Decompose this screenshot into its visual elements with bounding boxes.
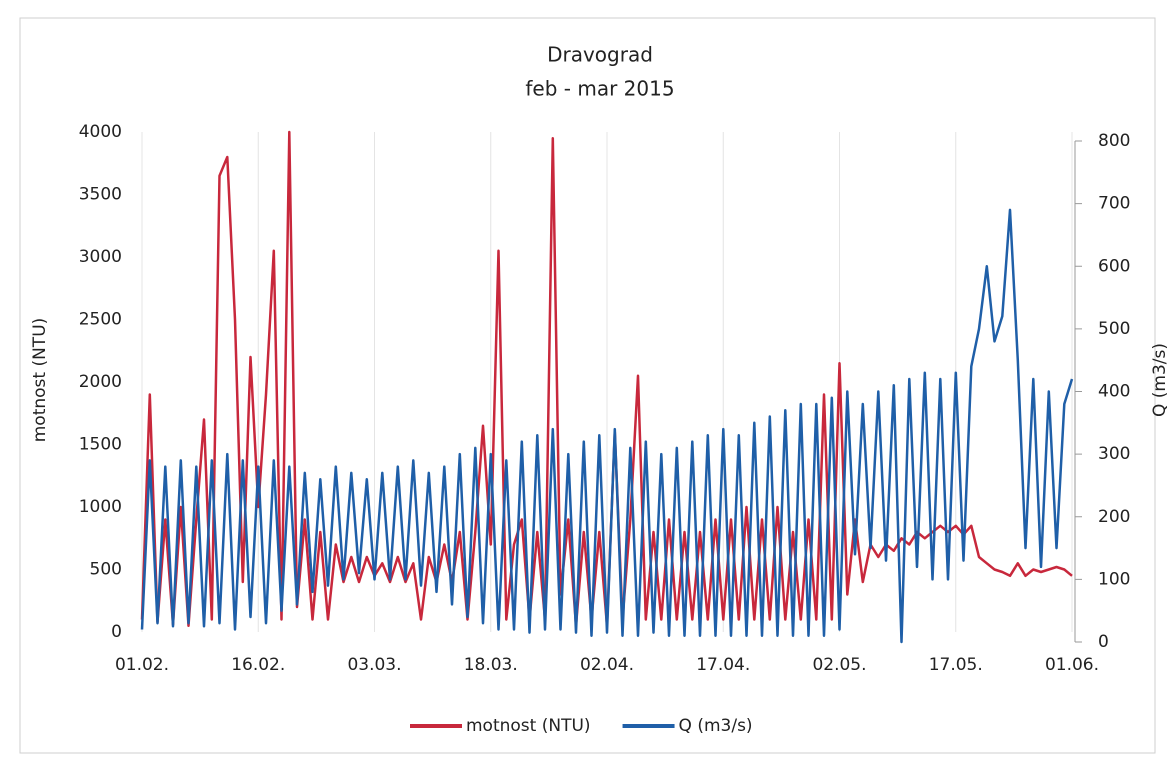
chart-frame [19,17,1156,754]
x-tick-label: 18.03. [464,655,518,675]
y-tick-label: 3000 [79,247,122,267]
x-tick-label: 17.05. [929,655,983,675]
x-tick-label: 02.04. [580,655,634,675]
y-tick-label: 1000 [79,497,122,517]
y-tick-label: 4000 [79,122,122,142]
y-tick-label: 3500 [79,185,122,205]
y-tick-label: 0 [111,622,122,642]
series-line [140,208,1074,644]
x-tick-label: 01.02. [115,655,169,675]
y-tick-label: 2000 [79,372,122,392]
y2-tick-label: 300 [1098,444,1130,464]
x-tick-label: 16.02. [231,655,285,675]
legend-label: motnost (NTU) [466,716,591,736]
y2-tick-label: 400 [1098,382,1130,402]
y-tick-label: 500 [90,560,122,580]
y2-tick-label: 100 [1098,569,1130,589]
legend-label: Q (m3/s) [679,716,753,736]
chart-title: Dravograd [547,43,653,67]
y-axis-title: motnost (NTU) [30,318,50,443]
x-tick-label: 03.03. [347,655,401,675]
y2-tick-label: 700 [1098,194,1130,214]
y2-tick-label: 500 [1098,319,1130,339]
x-tick-label: 01.06. [1045,655,1099,675]
y2-tick-label: 0 [1098,632,1109,652]
y2-tick-label: 800 [1098,131,1130,151]
y2-axis-title: Q (m3/s) [1150,343,1170,417]
x-tick-label: 02.05. [812,655,866,675]
y-tick-label: 2500 [79,310,122,330]
y-tick-label: 1500 [79,435,122,455]
chart-subtitle: feb - mar 2015 [525,77,674,101]
x-tick-label: 17.04. [696,655,750,675]
y2-tick-label: 600 [1098,256,1130,276]
y2-tick-label: 200 [1098,507,1130,527]
